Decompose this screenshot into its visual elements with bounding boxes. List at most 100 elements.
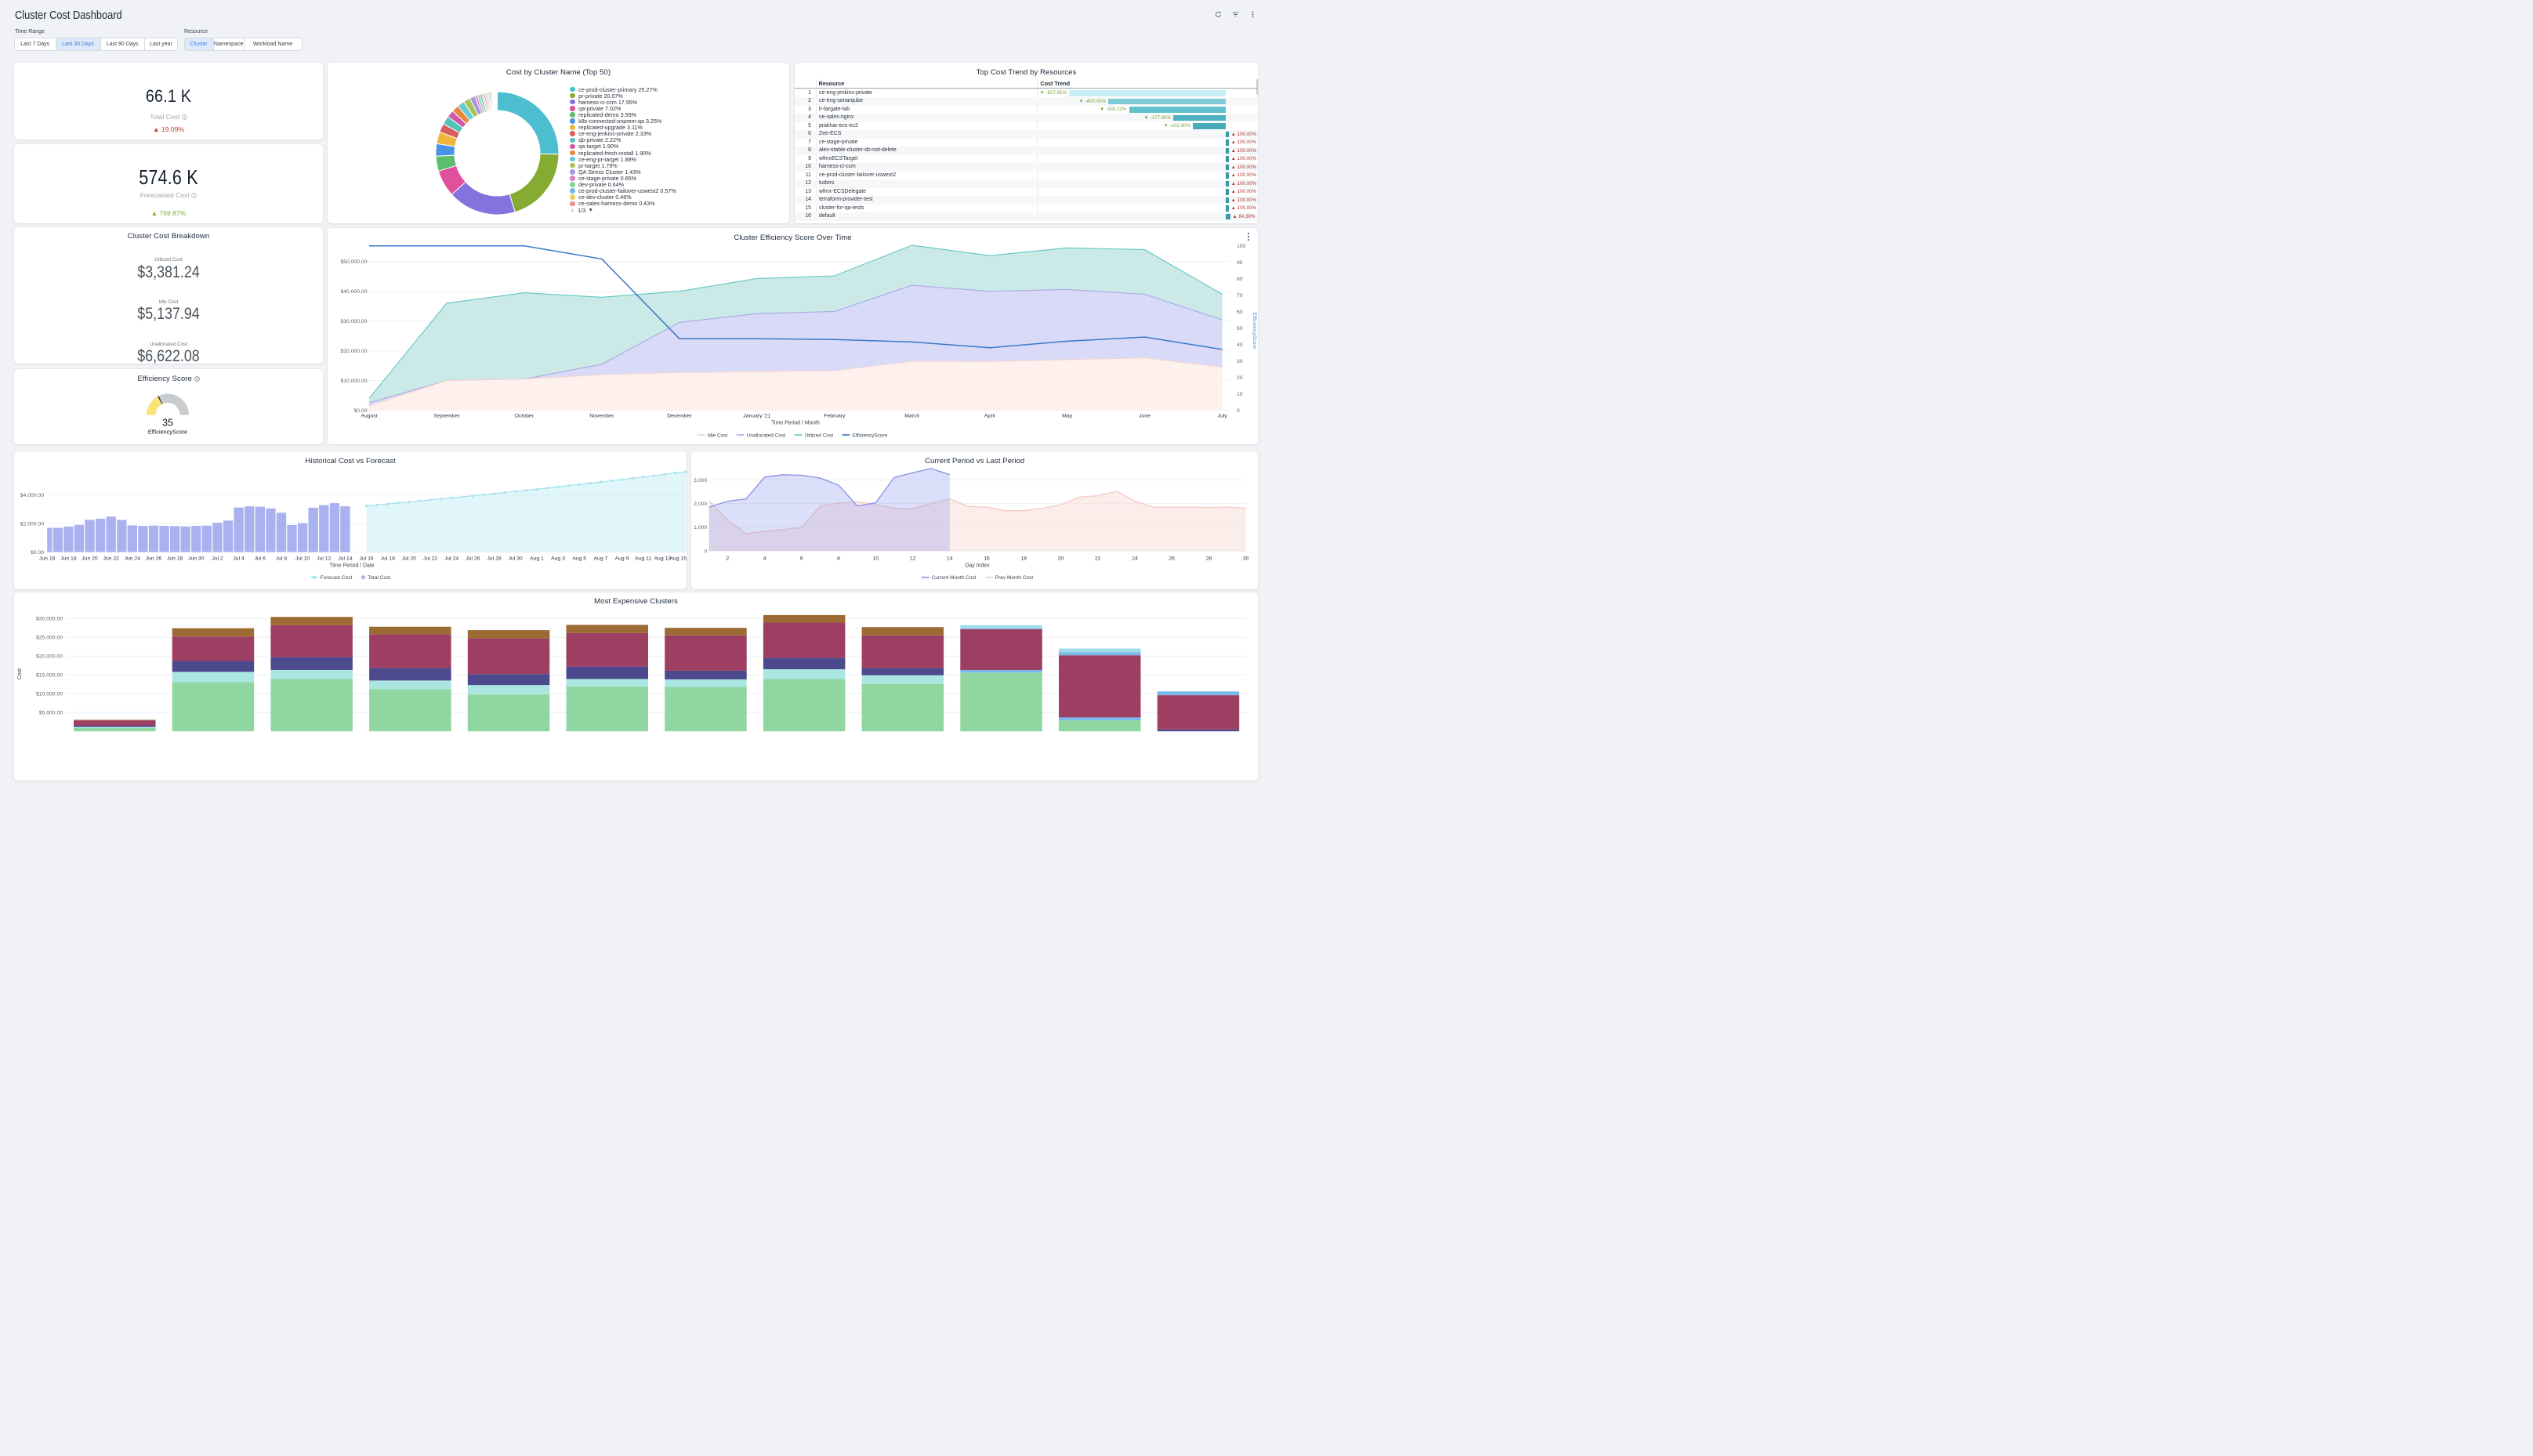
svg-text:40: 40 [1237,342,1243,348]
svg-text:18: 18 [1021,556,1027,561]
svg-text:Jun 18: Jun 18 [60,556,77,561]
svg-text:Jul 16: Jul 16 [360,556,374,561]
svg-text:10: 10 [1237,391,1243,397]
svg-text:January '21: January '21 [743,413,770,418]
svg-text:$0.00: $0.00 [31,550,44,556]
svg-text:Aug 3: Aug 3 [551,556,565,561]
svg-text:$30,000.00: $30,000.00 [340,319,367,324]
svg-text:$40,000.00: $40,000.00 [340,289,367,295]
svg-text:Jun 16: Jun 16 [39,556,56,561]
svg-text:May: May [1062,413,1072,418]
svg-text:Jul 20: Jul 20 [402,556,416,561]
svg-text:$5,000.00: $5,000.00 [39,711,63,716]
svg-text:20: 20 [1058,556,1064,561]
svg-text:Jul 28: Jul 28 [487,556,502,561]
svg-text:3,000: 3,000 [694,478,707,484]
svg-text:Day Index: Day Index [966,563,991,568]
svg-text:Jul 4: Jul 4 [233,556,245,561]
svg-text:Jun 24: Jun 24 [125,556,141,561]
svg-text:$0.00: $0.00 [353,407,367,413]
svg-text:Jul 14: Jul 14 [338,556,352,561]
svg-text:Aug 15: Aug 15 [669,556,687,561]
svg-text:EfficiencyScore: EfficiencyScore [148,429,187,436]
svg-text:$10,000.00: $10,000.00 [340,378,367,384]
svg-text:Jul 8: Jul 8 [276,556,288,561]
svg-text:90: 90 [1237,260,1243,266]
svg-text:December: December [667,413,692,418]
svg-text:10: 10 [873,556,879,561]
svg-text:Prev Month Cost: Prev Month Cost [995,575,1034,581]
svg-text:30: 30 [1243,556,1249,561]
svg-text:22: 22 [1095,556,1101,561]
svg-text:0: 0 [1237,407,1240,413]
svg-text:Utilized Cost: Utilized Cost [805,433,834,438]
svg-text:100: 100 [1237,244,1246,249]
svg-text:2: 2 [727,556,730,561]
svg-text:28: 28 [1206,556,1212,561]
svg-text:October: October [515,413,535,418]
svg-text:$25,000.00: $25,000.00 [36,636,63,641]
svg-text:August: August [361,413,377,418]
svg-text:Aug 7: Aug 7 [594,556,608,561]
svg-text:4: 4 [763,556,766,561]
svg-text:July: July [1218,413,1228,418]
svg-text:April: April [984,413,995,418]
svg-text:$50,000.00: $50,000.00 [340,259,367,265]
svg-text:Time Period / Date: Time Period / Date [329,563,374,568]
svg-text:Jun 26: Jun 26 [146,556,162,561]
svg-text:24: 24 [1132,556,1139,561]
svg-text:8: 8 [837,556,840,561]
svg-text:16: 16 [984,556,991,561]
svg-text:Jul 6: Jul 6 [255,556,266,561]
svg-text:26: 26 [1169,556,1176,561]
svg-text:2,000: 2,000 [694,502,707,507]
svg-text:February: February [824,413,846,418]
svg-text:$20,000.00: $20,000.00 [340,349,367,354]
svg-text:50: 50 [1237,326,1243,331]
svg-text:12: 12 [910,556,916,561]
svg-text:Jul 30: Jul 30 [509,556,523,561]
svg-text:Aug 5: Aug 5 [572,556,586,561]
svg-text:$2,000.00: $2,000.00 [20,521,44,527]
svg-text:March: March [904,413,919,418]
svg-text:Jul 22: Jul 22 [423,556,437,561]
svg-text:Jun 28: Jun 28 [167,556,183,561]
svg-text:Total Cost: Total Cost [368,575,390,581]
svg-text:70: 70 [1237,293,1243,299]
svg-text:June: June [1139,413,1151,418]
svg-text:1,000: 1,000 [694,525,707,531]
svg-text:35: 35 [162,418,173,429]
svg-text:Cost: Cost [17,668,23,679]
svg-text:$10,000.00: $10,000.00 [36,692,63,697]
svg-text:Jul 12: Jul 12 [317,556,331,561]
svg-text:November: November [589,413,614,418]
svg-text:$20,000.00: $20,000.00 [36,654,63,660]
svg-text:Jul 18: Jul 18 [381,556,395,561]
svg-text:Jul 26: Jul 26 [466,556,480,561]
svg-text:Current Month Cost: Current Month Cost [932,575,977,581]
svg-text:Unallocated Cost: Unallocated Cost [747,433,786,438]
svg-text:$15,000.00: $15,000.00 [36,673,63,679]
svg-text:Jun 22: Jun 22 [103,556,119,561]
svg-text:EfficiencyScore: EfficiencyScore [1252,312,1257,349]
svg-text:Idle Cost: Idle Cost [708,433,728,438]
svg-text:Aug 9: Aug 9 [615,556,629,561]
svg-text:20: 20 [1237,375,1243,380]
svg-text:60: 60 [1237,310,1243,315]
svg-text:$30,000.00: $30,000.00 [36,617,63,622]
svg-text:Aug 13: Aug 13 [654,556,672,561]
svg-text:Aug 1: Aug 1 [530,556,544,561]
svg-text:Jun 20: Jun 20 [82,556,98,561]
svg-text:Jul 10: Jul 10 [295,556,310,561]
svg-text:Forecast Cost: Forecast Cost [321,575,353,581]
svg-text:0: 0 [705,549,708,554]
svg-text:Jun 30: Jun 30 [188,556,205,561]
svg-text:Time Period / Month: Time Period / Month [771,420,820,426]
svg-text:Aug 11: Aug 11 [635,556,651,561]
svg-text:September: September [433,413,460,418]
svg-text:Jul 2: Jul 2 [212,556,223,561]
svg-text:30: 30 [1237,359,1243,364]
svg-text:Jul 24: Jul 24 [444,556,458,561]
svg-text:6: 6 [800,556,803,561]
svg-text:$4,000.00: $4,000.00 [20,493,44,498]
